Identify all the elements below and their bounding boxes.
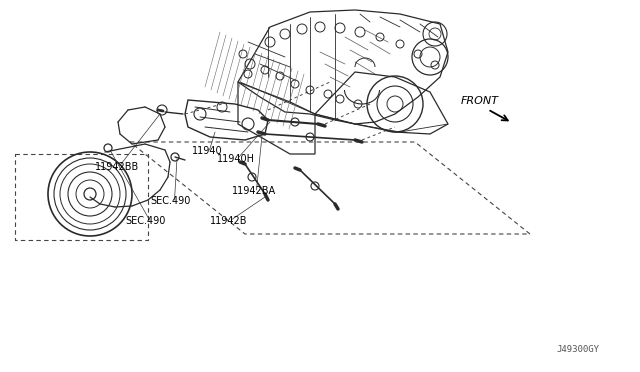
Text: FRONT: FRONT (461, 96, 499, 106)
Text: SEC.490: SEC.490 (125, 216, 165, 226)
Text: SEC.490: SEC.490 (150, 196, 190, 206)
Text: 11940: 11940 (192, 146, 223, 156)
Text: 11940H: 11940H (217, 154, 255, 164)
Text: J49300GY: J49300GY (557, 344, 600, 353)
Text: 11942BB: 11942BB (95, 162, 140, 172)
Text: 11942BA: 11942BA (232, 186, 276, 196)
Text: 11942B: 11942B (210, 216, 248, 226)
